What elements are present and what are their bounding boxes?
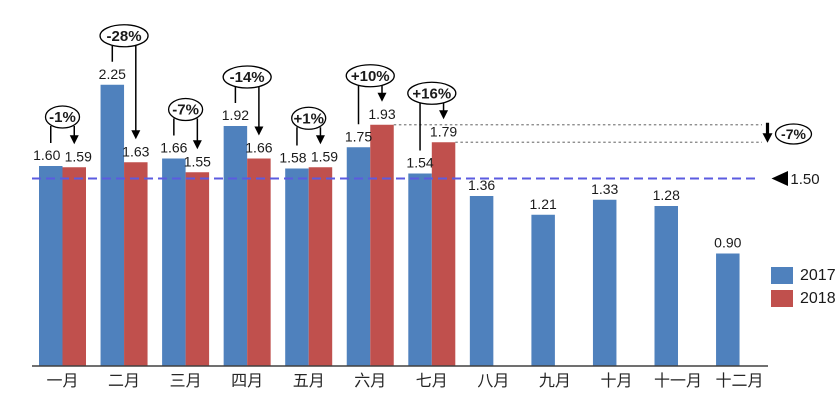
x-axis-label-9: 十月 [600, 371, 632, 390]
legend-item-2018: 2018 [771, 290, 836, 307]
connector-arrowhead-2018-0 [69, 135, 79, 145]
change-bubble-4 [291, 106, 327, 130]
change-bubble-2 [167, 97, 204, 122]
value-label-2017-10: 1.28 [653, 187, 680, 203]
value-label-2018-5: 1.93 [368, 106, 395, 122]
bar-2017-5 [346, 147, 371, 366]
x-axis-label-10: 十一月 [654, 371, 702, 390]
bar-2017-0 [39, 166, 63, 366]
change-bubble-label-2: -7% [172, 102, 199, 119]
bar-2018-4 [308, 167, 333, 366]
value-label-2017-7: 1.36 [468, 177, 495, 193]
connector-arrowhead-2018-4 [315, 135, 325, 145]
value-label-2017-8: 1.21 [530, 196, 557, 212]
x-axis-label-6: 七月 [416, 371, 448, 390]
change-bubble-label-4: +1% [293, 110, 323, 127]
bar-2018-6 [431, 142, 456, 366]
reference-marker-triangle-icon [771, 171, 788, 186]
change-bubble-1 [99, 24, 149, 48]
bar-2018-2 [185, 172, 210, 366]
value-label-2017-5: 1.75 [345, 128, 372, 144]
value-label-2018-6: 1.79 [430, 123, 457, 139]
change-bubble-label-0: -1% [49, 109, 76, 126]
x-axis-label-5: 六月 [354, 371, 386, 390]
x-axis-label-7: 八月 [477, 371, 509, 390]
x-axis-label-2: 三月 [170, 371, 202, 390]
change-bubble-5 [345, 64, 395, 88]
bar-2017-11 [716, 253, 740, 366]
change-bubble-6 [407, 81, 457, 105]
comparison-down-arrowhead-icon [762, 133, 773, 143]
value-label-2017-9: 1.33 [591, 181, 618, 197]
connector-arrowhead-2018-2 [192, 140, 202, 150]
x-axis-label-1: 二月 [108, 371, 140, 390]
legend-label-2017: 2017 [800, 267, 836, 284]
bar-2018-5 [370, 124, 394, 366]
reference-line-label: 1.50 [790, 171, 819, 188]
x-axis-label-11: 十二月 [716, 371, 764, 390]
value-label-2018-2: 1.55 [184, 153, 211, 169]
value-label-2017-11: 0.90 [714, 235, 741, 251]
bar-2017-3 [223, 126, 248, 366]
connector-arrowhead-2018-1 [131, 130, 141, 140]
value-label-2017-2: 1.66 [160, 140, 187, 156]
value-label-2017-6: 1.54 [406, 155, 433, 171]
x-axis-label-8: 九月 [539, 371, 571, 390]
bar-2018-0 [62, 167, 86, 366]
comparison-bubble-label: -7% [781, 126, 806, 142]
connector-arrowhead-2018-6 [439, 110, 449, 120]
legend-swatch-2017 [771, 267, 793, 284]
bar-2017-6 [408, 173, 432, 366]
change-bubble-0 [44, 105, 81, 129]
change-bubble-3 [222, 65, 272, 89]
bar-2017-10 [654, 206, 678, 366]
value-label-2017-1: 2.25 [99, 66, 126, 82]
bar-2017-9 [592, 199, 617, 366]
value-label-2017-0: 1.60 [33, 147, 60, 163]
value-label-2017-3: 1.92 [222, 107, 249, 123]
value-label-2018-1: 1.63 [122, 143, 149, 159]
connector-arrowhead-2018-5 [377, 92, 387, 102]
connector-arrowhead-2018-3 [254, 126, 264, 136]
bar-2017-8 [531, 214, 555, 366]
bar-2017-4 [285, 168, 309, 366]
change-bubble-label-1: -28% [107, 28, 142, 45]
legend: 2017 2018 [771, 267, 836, 307]
comparison-bubble [774, 123, 813, 145]
change-bubble-label-5: +10% [351, 68, 390, 85]
legend-label-2018: 2018 [800, 290, 836, 307]
bar-2018-3 [247, 158, 271, 366]
bar-2017-1 [100, 84, 125, 366]
change-bubble-label-6: +16% [412, 85, 451, 102]
legend-item-2017: 2017 [771, 267, 836, 284]
bar-2017-7 [469, 196, 494, 366]
value-label-2017-4: 1.58 [279, 150, 306, 166]
value-label-2018-3: 1.66 [245, 140, 272, 156]
value-label-2018-4: 1.59 [311, 148, 338, 164]
legend-swatch-2018 [771, 290, 793, 307]
bar-2018-1 [124, 162, 148, 366]
x-axis-label-0: 一月 [46, 371, 78, 390]
x-axis-label-3: 四月 [231, 371, 263, 390]
x-axis-label-4: 五月 [293, 371, 325, 390]
bar-2017-2 [162, 158, 186, 366]
value-label-2018-0: 1.59 [65, 148, 92, 164]
change-bubble-label-3: -14% [230, 69, 265, 86]
